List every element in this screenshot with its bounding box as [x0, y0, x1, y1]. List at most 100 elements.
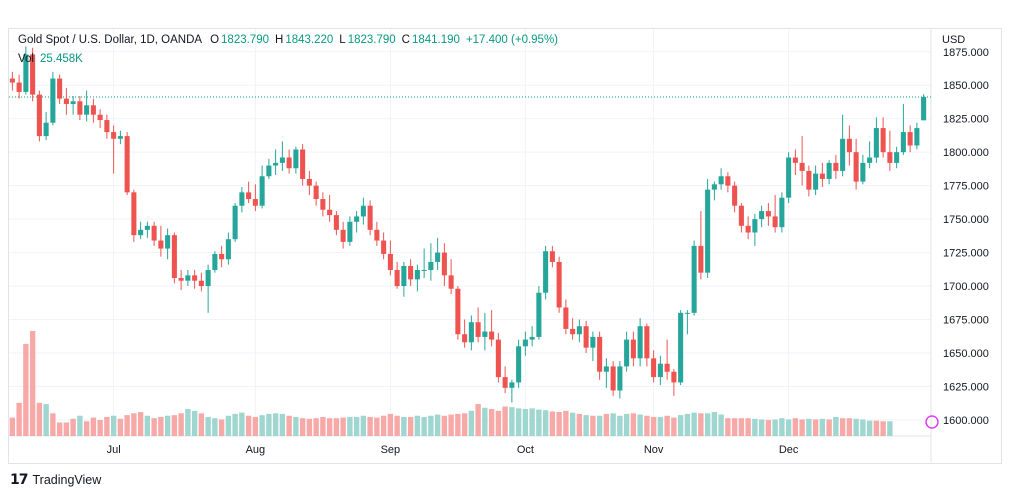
- volume-bar: [266, 413, 272, 436]
- x-tick-label: Nov: [644, 444, 664, 456]
- volume-value: 25.458K: [40, 53, 83, 65]
- volume-bar: [637, 414, 643, 436]
- candle-body: [556, 261, 562, 308]
- footer: 17 TradingView: [10, 472, 101, 488]
- volume-bar: [252, 416, 259, 436]
- volume-bar: [684, 413, 691, 436]
- candle-body: [354, 216, 360, 222]
- volume-bar: [97, 420, 103, 436]
- volume-bar: [104, 416, 110, 436]
- volume-bar: [124, 415, 130, 436]
- volume-bar: [576, 413, 583, 436]
- volume-bar: [333, 418, 340, 436]
- candle-body: [455, 288, 461, 335]
- volume-bar: [556, 412, 562, 436]
- candle-body: [428, 261, 434, 270]
- change-value: +17.400 (+0.95%): [465, 34, 559, 46]
- volume-bar: [144, 415, 151, 436]
- candle-body: [333, 215, 339, 230]
- candle-body: [43, 122, 49, 137]
- currency-label[interactable]: USD: [942, 34, 966, 46]
- candle-body: [381, 240, 387, 254]
- low-label: L: [339, 34, 346, 46]
- volume-bar: [785, 419, 792, 436]
- candle-body: [516, 346, 522, 383]
- candle-body: [678, 312, 684, 383]
- x-tick-label: Sep: [381, 444, 401, 456]
- y-tick-label: 1750.000: [943, 214, 989, 226]
- y-tick-label: 1600.000: [943, 415, 989, 427]
- volume-bar: [799, 419, 805, 436]
- volume-bar: [320, 416, 326, 436]
- candle-body: [624, 339, 630, 367]
- volume-bar: [218, 419, 225, 436]
- candle-body: [698, 245, 704, 273]
- candle-body: [441, 252, 447, 276]
- volume-bar: [380, 415, 387, 436]
- candle-body: [57, 78, 63, 99]
- candle-body: [219, 253, 225, 260]
- candle-body: [347, 221, 353, 242]
- candle-body: [97, 114, 103, 121]
- candle-body: [23, 54, 29, 92]
- candle-body: [806, 170, 812, 190]
- candle-body: [792, 157, 798, 163]
- candle-body: [232, 205, 238, 240]
- candle-body: [293, 149, 299, 169]
- low-value: 1823.790: [347, 34, 396, 46]
- volume-bar: [677, 415, 684, 436]
- candle-body: [664, 363, 670, 372]
- volume-bar: [509, 407, 515, 436]
- volume-bar: [158, 416, 164, 436]
- volume-bar: [819, 418, 826, 436]
- volume-bar: [630, 413, 637, 436]
- candle-body: [671, 371, 677, 383]
- chart-frame: [8, 28, 1002, 464]
- candle-body: [374, 229, 380, 241]
- x-tick-label: Dec: [779, 444, 799, 456]
- candle-body: [320, 199, 326, 210]
- symbol-title[interactable]: Gold Spot / U.S. Dollar, 1D, OANDA: [18, 34, 203, 46]
- candle-body: [684, 312, 690, 314]
- volume-bar: [131, 413, 137, 436]
- candle-body: [705, 189, 711, 273]
- candle-body: [853, 152, 859, 182]
- candle-body: [198, 280, 204, 287]
- candle-body: [873, 128, 879, 158]
- y-tick-label: 1725.000: [943, 248, 989, 260]
- x-tick-label: Oct: [517, 444, 534, 456]
- candle-body: [752, 219, 758, 233]
- candle-body: [529, 336, 535, 340]
- candle-body: [603, 366, 609, 372]
- candle-body: [90, 105, 96, 115]
- close-value: 1841.190: [411, 34, 460, 46]
- volume-bar: [232, 413, 238, 436]
- crosshair-marker-icon: [925, 415, 939, 429]
- candle-body: [840, 138, 846, 171]
- candle-body: [77, 101, 83, 115]
- brand-name[interactable]: TradingView: [32, 473, 102, 487]
- candle-body: [367, 205, 373, 230]
- candle-body: [104, 120, 110, 133]
- volume-bar: [353, 416, 360, 436]
- volume-bar: [772, 419, 778, 436]
- volume-bar: [806, 418, 812, 436]
- volume-bar: [846, 418, 853, 436]
- candle-body: [448, 275, 454, 289]
- volume-bar: [151, 418, 157, 436]
- volume-bar: [765, 420, 772, 436]
- volume-bar: [306, 418, 313, 436]
- candle-body: [9, 78, 15, 83]
- candle-body: [246, 192, 252, 200]
- volume-bar: [711, 412, 718, 436]
- tradingview-logo-icon[interactable]: 17: [10, 472, 29, 488]
- volume-bar: [340, 417, 346, 436]
- volume-bar: [191, 410, 198, 436]
- volume-bar: [407, 416, 414, 436]
- volume-bar: [434, 414, 441, 436]
- volume-label[interactable]: Vol: [18, 53, 34, 65]
- candle-body: [509, 382, 515, 388]
- y-tick-label: 1800.000: [943, 147, 989, 159]
- volume-bar: [286, 415, 292, 436]
